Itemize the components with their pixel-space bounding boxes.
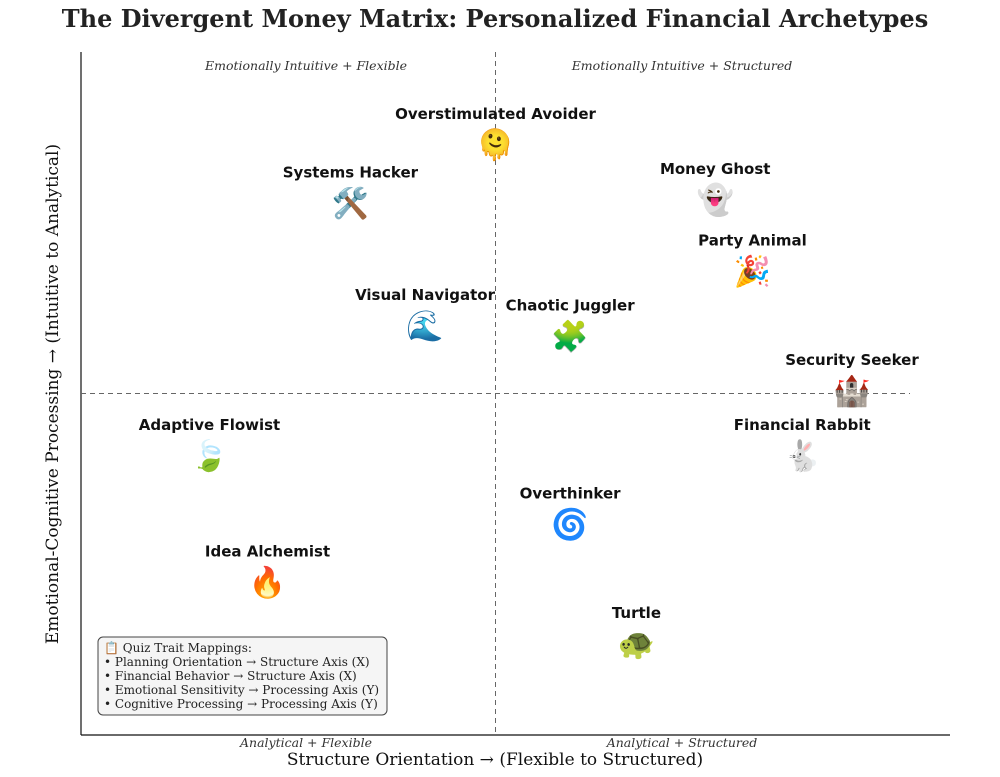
point-label: Chaotic Juggler bbox=[506, 296, 636, 314]
quadrant-label-bottom-left: Analytical + Flexible bbox=[239, 735, 372, 750]
y-axis-label: Emotional-Cognitive Processing → (Intuit… bbox=[43, 144, 63, 644]
point-label: Turtle bbox=[612, 604, 661, 622]
point-label: Security Seeker bbox=[785, 351, 919, 369]
data-point: 👻 Money Ghost bbox=[660, 160, 770, 218]
legend-line: • Financial Behavior → Structure Axis (X… bbox=[104, 669, 357, 683]
point-label: Idea Alchemist bbox=[205, 542, 330, 560]
legend-line: • Emotional Sensitivity → Processing Axi… bbox=[104, 683, 379, 697]
fire-icon: 🔥 bbox=[249, 564, 286, 600]
leaf-icon: 🍃 bbox=[191, 437, 228, 474]
legend-box bbox=[97, 636, 388, 716]
castle-icon: 🏰 bbox=[833, 374, 870, 409]
legend-title: 📋 Quiz Trait Mappings: bbox=[104, 641, 252, 655]
data-point: 🔥 Idea Alchemist bbox=[205, 542, 330, 600]
data-point: 🌀 Overthinker bbox=[520, 484, 622, 542]
data-point: 🛠️ Systems Hacker bbox=[283, 163, 419, 221]
points-layer: 🫠 Overstimulated Avoider 🛠️ Systems Hacker 👻… bbox=[139, 105, 920, 662]
quadrant-label-top-right: Emotionally Intuitive + Structured bbox=[571, 58, 793, 73]
legend-line: • Planning Orientation → Structure Axis … bbox=[104, 655, 370, 669]
party-popper-icon: 🎉 bbox=[734, 254, 771, 290]
melting-face-icon: 🫠 bbox=[477, 125, 514, 163]
data-point: 🌊 Visual Navigator bbox=[355, 286, 496, 344]
data-point: 🐇 Financial Rabbit bbox=[734, 416, 871, 474]
point-label: Systems Hacker bbox=[283, 163, 419, 181]
data-point: 🎉 Party Animal bbox=[698, 232, 807, 290]
chart-title: The Divergent Money Matrix: Personalized… bbox=[62, 4, 928, 33]
point-label: Overthinker bbox=[520, 484, 622, 502]
legend: 📋 Quiz Trait Mappings: • Planning Orient… bbox=[97, 636, 388, 716]
data-point: 🍃 Adaptive Flowist bbox=[139, 416, 280, 474]
data-point: 🧩 Chaotic Juggler bbox=[506, 296, 636, 354]
wave-icon: 🌊 bbox=[406, 308, 443, 344]
x-axis-label: Structure Orientation → (Flexible to Str… bbox=[287, 750, 703, 770]
cyclone-icon: 🌀 bbox=[551, 505, 588, 542]
data-point: 🐢 Turtle bbox=[612, 604, 661, 662]
ghost-icon: 👻 bbox=[697, 181, 734, 218]
legend-line: • Cognitive Processing → Processing Axis… bbox=[104, 697, 378, 711]
quadrant-label-bottom-right: Analytical + Structured bbox=[606, 735, 758, 750]
point-label: Financial Rabbit bbox=[734, 416, 871, 434]
puzzle-icon: 🧩 bbox=[551, 318, 588, 354]
point-label: Money Ghost bbox=[660, 160, 770, 178]
rabbit-icon: 🐇 bbox=[784, 438, 821, 474]
quadrant-label-top-left: Emotionally Intuitive + Flexible bbox=[204, 58, 407, 73]
point-label: Overstimulated Avoider bbox=[395, 105, 596, 123]
turtle-icon: 🐢 bbox=[618, 627, 655, 662]
point-label: Visual Navigator bbox=[355, 286, 496, 304]
point-label: Adaptive Flowist bbox=[139, 416, 280, 434]
data-point: 🫠 Overstimulated Avoider bbox=[395, 105, 596, 163]
data-point: 🏰 Security Seeker bbox=[785, 351, 919, 409]
point-label: Party Animal bbox=[698, 232, 807, 250]
tools-icon: 🛠️ bbox=[332, 184, 369, 221]
